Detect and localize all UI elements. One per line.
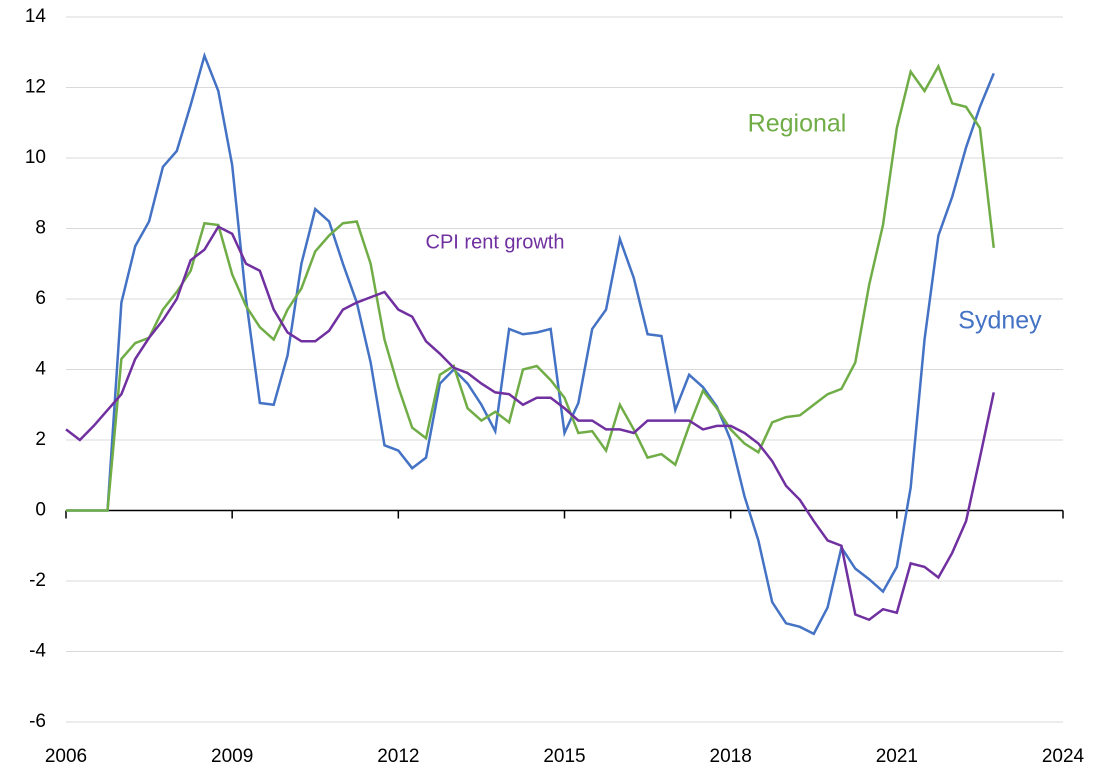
x-tick-label: 2006 [45, 746, 87, 767]
x-tick-label: 2024 [1042, 746, 1085, 767]
x-tick-label: 2012 [377, 746, 419, 767]
series-label: Sydney [958, 307, 1042, 335]
y-tick-label: 8 [35, 218, 46, 239]
x-tick-label: 2015 [543, 746, 585, 767]
y-tick-label: 14 [25, 6, 47, 27]
y-tick-label: 6 [35, 288, 46, 309]
y-tick-label: 4 [35, 359, 46, 380]
line-series [65, 225, 995, 622]
y-tick-label: 12 [25, 77, 46, 98]
y-tick-label: -6 [29, 711, 46, 732]
y-tick-label: -4 [29, 641, 46, 662]
x-tick-label: 2021 [876, 746, 918, 767]
y-tick-label: 2 [35, 429, 46, 450]
series-label: CPI rent growth [426, 231, 565, 253]
line-series [66, 63, 996, 512]
y-tick-label: 10 [25, 147, 46, 168]
line-series [66, 51, 995, 636]
y-tick-label: -2 [29, 570, 46, 591]
x-tick-label: 2009 [211, 746, 253, 767]
x-tick-label: 2018 [710, 746, 752, 767]
series-label: Regional [748, 110, 847, 138]
y-tick-label: 0 [35, 500, 46, 521]
